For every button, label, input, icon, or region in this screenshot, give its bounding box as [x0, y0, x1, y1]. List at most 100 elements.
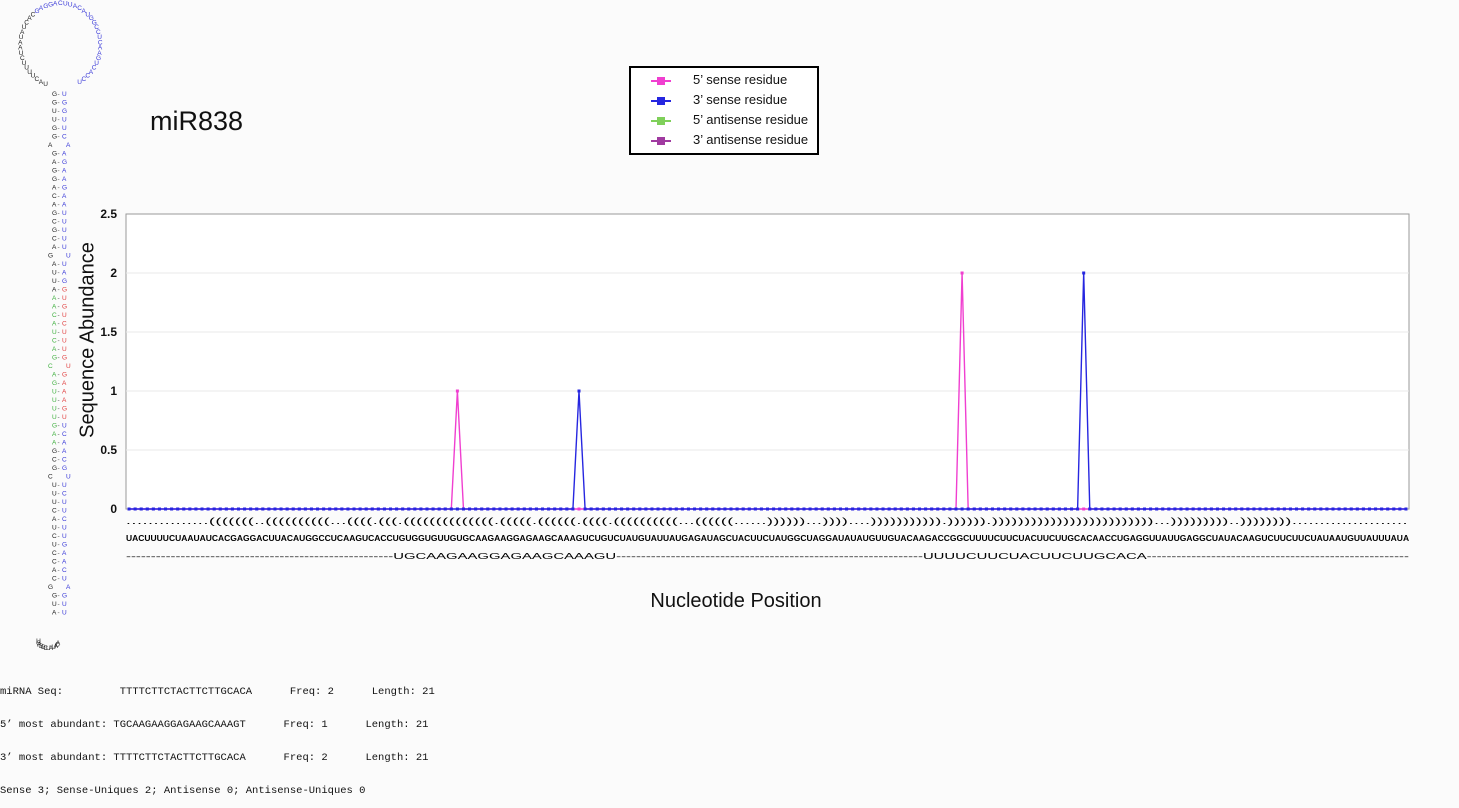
data-point	[352, 507, 356, 511]
hairpin-nucleotide: G	[52, 134, 57, 141]
hairpin-nucleotide: A	[52, 202, 57, 209]
data-point	[1203, 507, 1207, 511]
data-point	[875, 507, 879, 511]
data-point	[176, 507, 180, 511]
hairpin-nucleotide: A	[66, 584, 71, 591]
data-point	[139, 507, 143, 511]
hairpin-nucleotide: -	[58, 117, 60, 124]
hairpin-nucleotide: C	[52, 338, 57, 345]
data-point	[930, 507, 934, 511]
data-point	[285, 507, 289, 511]
hairpin-nucleotide: A	[62, 448, 67, 455]
hairpin-nucleotide: C	[52, 559, 57, 566]
hairpin-nucleotide: -	[58, 610, 60, 617]
hairpin-nucleotide: U	[52, 270, 57, 277]
data-point	[729, 507, 733, 511]
data-point	[1136, 507, 1140, 511]
hairpin-nucleotide: U	[22, 60, 27, 67]
legend-square-marker-icon	[657, 137, 665, 145]
data-point	[699, 507, 703, 511]
abundance-chart: 0 0.5 1 1.5 2 2.5	[100, 207, 1410, 516]
data-point	[528, 507, 532, 511]
hairpin-nucleotide: U	[62, 576, 67, 583]
data-point	[759, 507, 763, 511]
data-point	[382, 507, 386, 511]
hairpin-nucleotide: U	[62, 499, 67, 506]
data-point	[772, 507, 776, 511]
data-point	[1015, 507, 1019, 511]
y-tick-label: 2.5	[100, 207, 117, 221]
data-point	[790, 507, 794, 511]
data-point	[431, 507, 435, 511]
data-point	[1167, 507, 1171, 511]
data-point	[547, 507, 551, 511]
hairpin-nucleotide: U	[62, 117, 67, 124]
hairpin-nucleotide: G	[62, 185, 67, 192]
data-point	[905, 507, 909, 511]
hairpin-nucleotide: -	[58, 457, 60, 464]
hairpin-nucleotide: G	[35, 8, 40, 15]
data-point	[395, 507, 399, 511]
hairpin-nucleotide: A	[62, 168, 67, 175]
data-point	[407, 507, 411, 511]
footer-line-mirna-seq: miRNA Seq: TTTTCTTCTACTTCTTGCACA Freq: 2…	[0, 686, 435, 698]
data-point	[504, 507, 508, 511]
hairpin-nucleotide: A	[39, 5, 44, 12]
hairpin-nucleotide: U	[27, 69, 32, 76]
legend-label: 5’ sense residue	[693, 72, 788, 87]
data-point	[474, 507, 478, 511]
hairpin-nucleotide: U	[62, 414, 67, 421]
hairpin-nucleotide: -	[58, 270, 60, 277]
data-point	[997, 507, 1001, 511]
hairpin-nucleotide: -	[58, 159, 60, 166]
hairpin-nucleotide: G	[62, 108, 67, 115]
hairpin-nucleotide: A	[37, 641, 42, 648]
data-point	[1057, 507, 1061, 511]
data-point	[1063, 507, 1067, 511]
hairpin-nucleotide: A	[18, 39, 23, 46]
hairpin-nucleotide: U	[62, 533, 67, 540]
summary-footer: miRNA Seq: TTTTCTTCTACTTCTTGCACA Freq: 2…	[0, 665, 435, 808]
hairpin-nucleotide: U	[62, 236, 67, 243]
data-point	[796, 507, 800, 511]
hairpin-nucleotide: U	[46, 645, 51, 652]
data-point	[577, 389, 581, 393]
hairpin-nucleotide: C	[62, 457, 67, 464]
hairpin-nucleotide: U	[52, 491, 57, 498]
data-point	[620, 507, 624, 511]
hairpin-nucleotide: A	[20, 29, 25, 36]
data-point	[1228, 507, 1232, 511]
data-point	[1173, 507, 1177, 511]
data-point	[1027, 507, 1031, 511]
hairpin-nucleotide: C	[43, 645, 48, 652]
data-point	[1258, 507, 1262, 511]
data-point	[656, 507, 660, 511]
legend-label: 5’ antisense residue	[693, 112, 809, 127]
hairpin-nucleotide: G	[52, 465, 57, 472]
data-point	[1142, 507, 1146, 511]
data-point	[1404, 507, 1408, 511]
data-point	[498, 507, 502, 511]
data-point	[869, 507, 873, 511]
data-point	[924, 507, 928, 511]
hairpin-nucleotide: -	[58, 244, 60, 251]
data-point	[753, 507, 757, 511]
data-point	[1124, 507, 1128, 511]
hairpin-nucleotide: A	[18, 45, 23, 52]
data-point	[170, 507, 174, 511]
hairpin-nucleotide: A	[52, 261, 57, 268]
hairpin-nucleotide: -	[58, 312, 60, 319]
data-point	[1301, 507, 1305, 511]
data-point	[1319, 507, 1323, 511]
aligned-reads-track: ----------------------------------------…	[126, 551, 1409, 561]
hairpin-nucleotide: -	[58, 355, 60, 362]
data-point	[224, 507, 228, 511]
hairpin-nucleotide: C	[55, 641, 60, 648]
hairpin-nucleotide: U	[62, 91, 67, 98]
hairpin-nucleotide: A	[49, 645, 54, 652]
hairpin-nucleotide: A	[62, 389, 67, 396]
hairpin-nucleotide: -	[58, 380, 60, 387]
hairpin-nucleotide: U	[52, 117, 57, 124]
data-point	[200, 507, 204, 511]
hairpin-nucleotide: C	[98, 39, 103, 46]
